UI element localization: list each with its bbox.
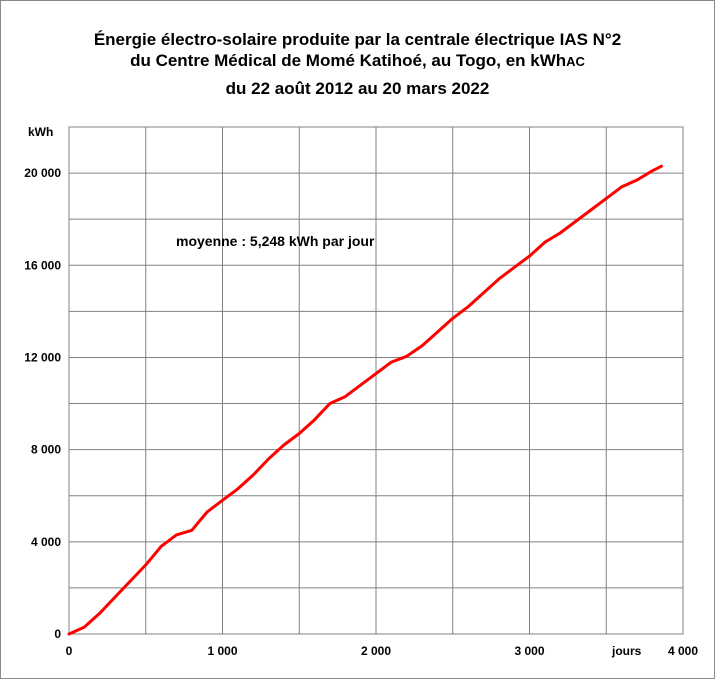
y-tick-label: 8 000 <box>31 443 61 457</box>
chart-title-line-2: du Centre Médical de Momé Katihoé, au To… <box>0 50 715 72</box>
x-tick-label: 4 000 <box>668 644 698 658</box>
plot-area-border <box>68 126 684 635</box>
x-tick-label: 2 000 <box>361 644 391 658</box>
chart-title-line-3: du 22 août 2012 au 20 mars 2022 <box>225 79 490 98</box>
chart-title-line-1: Énergie électro-solaire produite par la … <box>93 30 622 49</box>
y-tick-label: 4 000 <box>31 535 61 549</box>
chart-title-unit-suffix: AC <box>566 54 585 69</box>
x-tick-label: 0 <box>66 644 73 658</box>
y-axis-ticks: 0 4 000 8 000 12 000 16 000 20 000 <box>24 166 61 641</box>
x-tick-label: 3 000 <box>514 644 544 658</box>
x-tick-label: 1 000 <box>207 644 237 658</box>
y-tick-label: 16 000 <box>24 258 61 272</box>
y-axis-label: kWh <box>28 125 53 139</box>
series-group <box>67 164 663 636</box>
y-tick-label: 0 <box>54 627 61 641</box>
y-tick-label: 20 000 <box>24 166 61 180</box>
average-annotation: moyenne : 5,248 kWh par jour <box>176 233 375 249</box>
x-axis-ticks: 0 1 000 2 000 3 000 4 000 <box>66 644 699 658</box>
x-axis-label: jours <box>611 644 642 658</box>
y-tick-label: 12 000 <box>24 350 61 364</box>
chart-title-line-2-main: du Centre Médical de Momé Katihoé, au To… <box>130 51 567 70</box>
grid-lines <box>69 127 683 634</box>
energy-series-line <box>67 164 663 636</box>
